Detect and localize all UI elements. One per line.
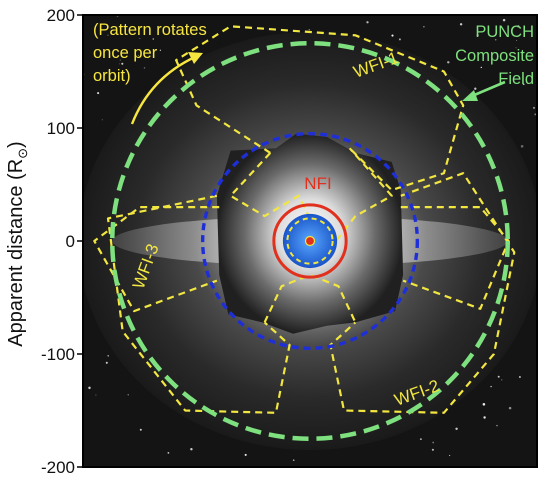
star: [159, 49, 162, 51]
star: [490, 385, 492, 388]
star: [494, 39, 497, 41]
axes-layer: 200 100 0 -100 -200: [41, 6, 88, 477]
star: [308, 29, 310, 31]
star: [97, 92, 100, 95]
wfi-fov-outline: [263, 273, 357, 323]
plot-border: [82, 14, 538, 468]
punch-label-line1: PUNCH: [475, 23, 534, 41]
punch-label-line2: Composite: [455, 47, 534, 65]
star: [366, 21, 369, 24]
star: [292, 459, 295, 462]
nfi-outer-circle: [200, 131, 420, 351]
star: [419, 438, 422, 441]
plot-frame: [82, 14, 538, 468]
star: [501, 379, 503, 381]
rotate-note-line3: orbit): [93, 67, 131, 85]
composite-field-circle: [110, 41, 510, 441]
wfi-fov-outline: [93, 206, 220, 313]
star: [508, 406, 512, 410]
star: [476, 34, 479, 37]
star: [119, 59, 121, 61]
star: [533, 106, 535, 109]
occulter-dashed-circle: [286, 217, 334, 265]
star: [139, 38, 141, 39]
star: [449, 454, 451, 456]
star: [522, 83, 525, 86]
wfi-fov-outline: [329, 172, 516, 414]
star: [101, 119, 103, 121]
rotate-note-line2: once per: [93, 44, 158, 62]
star: [105, 361, 108, 364]
star: [447, 61, 450, 64]
sun-marker: [304, 235, 316, 247]
star: [518, 376, 521, 378]
star: [455, 427, 458, 431]
star: [107, 355, 109, 357]
nfi-label: NFI: [304, 174, 331, 193]
star: [139, 428, 142, 431]
star: [391, 34, 394, 37]
rotate-note-line1: (Pattern rotates: [93, 21, 207, 39]
star: [516, 40, 517, 41]
wfi-fov-outline: [106, 194, 291, 414]
plot-area: [83, 15, 537, 467]
y-tick-label: 0: [66, 232, 75, 251]
star: [121, 62, 124, 65]
punch-arrow-head: [462, 90, 478, 101]
star: [515, 47, 517, 49]
star: [459, 23, 463, 26]
y-tick-label: 100: [47, 119, 75, 138]
star: [398, 38, 401, 41]
star: [520, 145, 524, 148]
star: [474, 87, 477, 90]
star: [502, 18, 506, 22]
punch-label-line3: Field: [498, 70, 534, 88]
punch-arrow: [471, 80, 506, 98]
star: [88, 386, 91, 390]
y-tick-label: -200: [41, 458, 75, 477]
star: [127, 394, 129, 396]
star: [431, 448, 434, 451]
star: [483, 416, 486, 419]
star: [497, 375, 500, 378]
y-axis-label: Apparent distance (R⊙): [5, 141, 30, 346]
star: [107, 34, 109, 36]
star: [167, 451, 170, 454]
star: [172, 27, 174, 30]
star: [190, 447, 193, 451]
rotation-arrow: [130, 55, 196, 125]
nfi-inner-circle: [272, 203, 348, 279]
star: [432, 441, 435, 444]
star: [482, 403, 486, 406]
star: [152, 38, 155, 40]
y-tick-label: -100: [41, 345, 75, 364]
star: [534, 113, 537, 116]
star: [517, 25, 520, 28]
star: [95, 394, 97, 396]
star: [174, 29, 176, 31]
star: [138, 54, 139, 56]
rotation-arrow-head: [188, 52, 203, 64]
field-circles: [110, 41, 510, 441]
star: [423, 26, 425, 28]
star: [118, 63, 120, 65]
y-tick-label: 200: [47, 6, 75, 25]
star: [143, 67, 146, 69]
star: [480, 66, 482, 69]
star: [244, 453, 247, 456]
wfi-fov-outline: [175, 25, 465, 192]
star: [496, 424, 498, 427]
